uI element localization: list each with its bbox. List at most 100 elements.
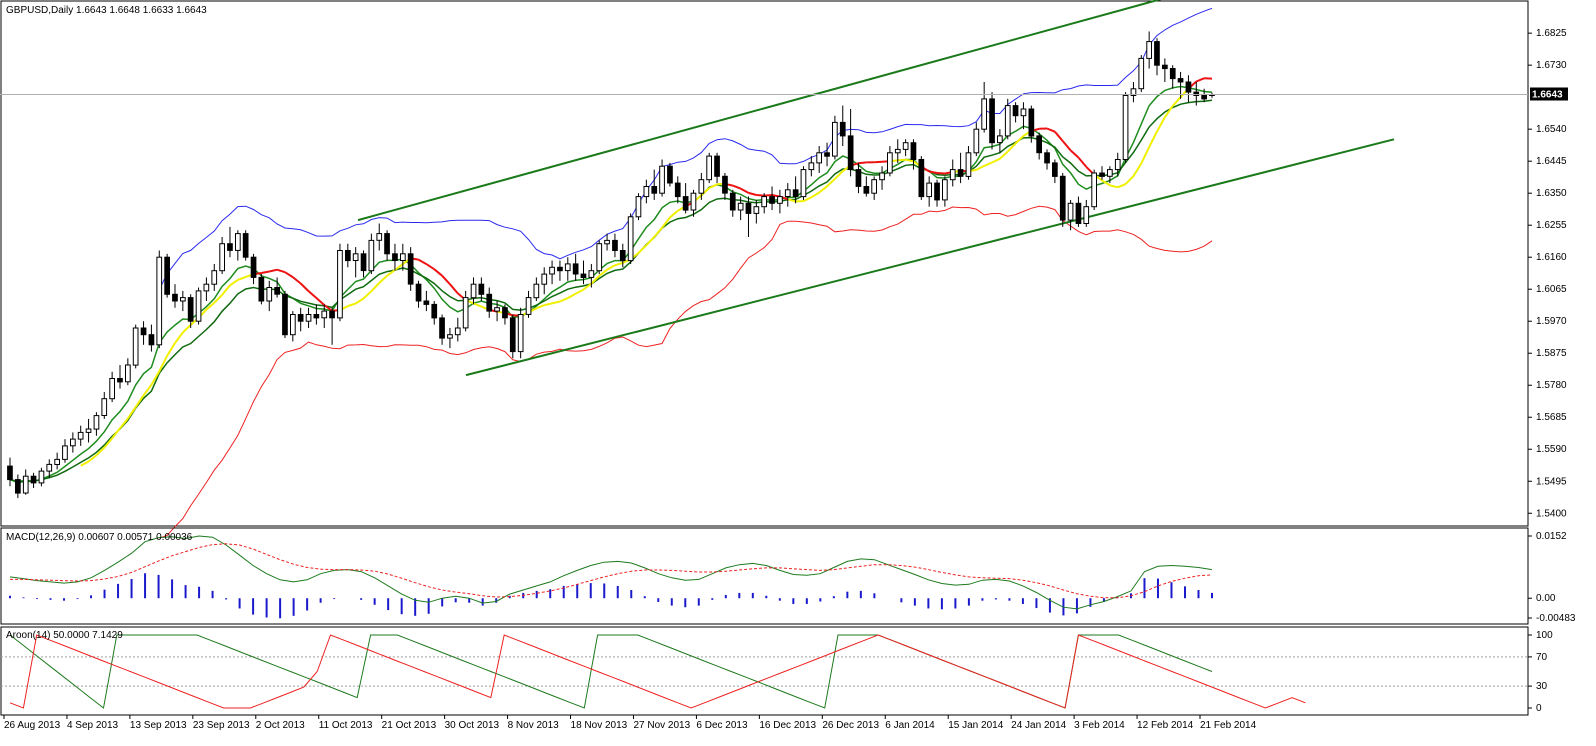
x-tick-label: 21 Oct 2013 bbox=[382, 720, 437, 731]
candle-body bbox=[282, 293, 288, 336]
ma-step-segment bbox=[834, 170, 844, 180]
ma-step-segment bbox=[394, 263, 404, 271]
candle-body bbox=[698, 179, 705, 194]
price-y-tick-label: 1.6445 bbox=[1536, 156, 1567, 167]
candle-body bbox=[792, 189, 799, 198]
aroon-level-lines bbox=[1, 656, 1528, 687]
candle-body bbox=[400, 253, 406, 262]
candle-body bbox=[1052, 162, 1058, 177]
candle-body bbox=[101, 398, 108, 417]
candle-body bbox=[156, 256, 163, 346]
candle-body bbox=[572, 263, 579, 275]
candle-body bbox=[832, 121, 838, 157]
candle-body bbox=[297, 314, 304, 322]
candle-body bbox=[235, 233, 241, 251]
candle-body bbox=[1138, 57, 1145, 90]
candle-body bbox=[784, 189, 791, 198]
ma-step-segment bbox=[1132, 162, 1143, 177]
candle-body bbox=[54, 458, 60, 465]
candle-body bbox=[1107, 169, 1113, 177]
time-x-axis: 26 Aug 2013 4 Sep 2013 13 Sep 2013 23 Sep 2… bbox=[3, 715, 1257, 731]
candle-body bbox=[93, 415, 100, 430]
candle-body bbox=[250, 256, 257, 278]
candle-body bbox=[148, 334, 155, 346]
candle-body bbox=[659, 165, 665, 194]
macd-y-tick-label: -0.00483 bbox=[1536, 613, 1576, 624]
candle-body bbox=[376, 233, 383, 241]
ma-step-segment bbox=[205, 301, 215, 311]
candle-body bbox=[722, 175, 728, 194]
ma-step-segment bbox=[355, 297, 365, 305]
ma-step-segment bbox=[590, 275, 600, 285]
candle-body bbox=[140, 327, 147, 336]
ma-slow-line bbox=[9, 99, 1213, 483]
channel-lower-line bbox=[465, 138, 1395, 377]
candle-body bbox=[46, 463, 53, 472]
ma-step-segment bbox=[897, 158, 906, 162]
candle-body bbox=[392, 253, 398, 262]
candle-body bbox=[125, 364, 131, 383]
candle-body bbox=[407, 253, 414, 285]
macd-y-tick-label: 0.0152 bbox=[1536, 531, 1567, 542]
candle-body bbox=[1114, 159, 1121, 171]
ma-step-segment bbox=[614, 261, 624, 267]
price-y-axis: 1.6825 1.6730 1.6540 1.6445 1.6350 1.6255 1.61… bbox=[1528, 28, 1567, 519]
ma-step-segment bbox=[386, 269, 396, 277]
x-tick-label: 3 Feb 2014 bbox=[1074, 720, 1125, 731]
candle-body bbox=[965, 152, 972, 177]
candle-body bbox=[588, 270, 595, 278]
candle-body bbox=[737, 202, 744, 211]
price-y-tick-label: 1.5590 bbox=[1536, 444, 1567, 455]
candle-body bbox=[989, 98, 995, 144]
ma-step-segment bbox=[810, 191, 820, 199]
candle-body bbox=[596, 243, 603, 272]
candle-body bbox=[109, 378, 116, 400]
candle-body bbox=[557, 266, 563, 272]
candle-body bbox=[337, 250, 343, 319]
candle-body bbox=[918, 159, 925, 198]
ma-step-segment bbox=[858, 161, 867, 165]
ma-step-segment bbox=[637, 244, 648, 254]
candle-body bbox=[753, 206, 760, 214]
macd-lines bbox=[9, 535, 1213, 610]
ma-step-segment bbox=[1061, 140, 1072, 152]
candle-body bbox=[1146, 41, 1153, 59]
x-tick-label: 6 Jan 2014 bbox=[885, 720, 935, 731]
ma-step-segment bbox=[991, 157, 1001, 164]
candle-body bbox=[816, 152, 822, 164]
ma-step-segment bbox=[1171, 96, 1182, 107]
ma-step-segment bbox=[111, 427, 121, 439]
candle-body bbox=[117, 378, 123, 383]
x-tick-label: 13 Sep 2013 bbox=[130, 720, 187, 731]
aroon-y-tick-label: 30 bbox=[1536, 681, 1548, 692]
candle-body bbox=[1162, 64, 1168, 70]
x-tick-label: 15 Jan 2014 bbox=[948, 720, 1003, 731]
candle-body bbox=[682, 196, 689, 211]
candle-body bbox=[894, 148, 901, 154]
ma-step-segment bbox=[433, 268, 443, 277]
ma-step-segment bbox=[983, 161, 993, 167]
ma-step-segment bbox=[740, 187, 749, 194]
candle-body bbox=[1020, 108, 1027, 117]
ma-step-segment bbox=[567, 292, 577, 299]
ma-step-segment bbox=[292, 276, 302, 285]
candle-body bbox=[502, 307, 508, 319]
ma-step-segment bbox=[606, 264, 616, 271]
price-y-tick-label: 1.6255 bbox=[1536, 220, 1567, 231]
candle-body bbox=[470, 283, 477, 299]
candle-body bbox=[934, 182, 940, 201]
ma-step-segment bbox=[174, 331, 184, 344]
price-y-tick-label: 1.6160 bbox=[1536, 252, 1567, 263]
candle-body bbox=[62, 445, 68, 460]
ma-step-segment bbox=[418, 258, 427, 265]
ma-step-segment bbox=[473, 302, 482, 308]
ma-step-segment bbox=[700, 187, 710, 196]
price-panel: GBPUSD,Daily 1.6643 1.6648 1.6633 1.6643… bbox=[0, 0, 1568, 539]
ma-step-segment bbox=[261, 270, 270, 274]
candle-body bbox=[1169, 68, 1176, 80]
x-tick-label: 26 Dec 2013 bbox=[822, 720, 879, 731]
x-tick-label: 30 Oct 2013 bbox=[445, 720, 500, 731]
candle-body bbox=[769, 196, 775, 204]
candle-body bbox=[674, 182, 681, 198]
